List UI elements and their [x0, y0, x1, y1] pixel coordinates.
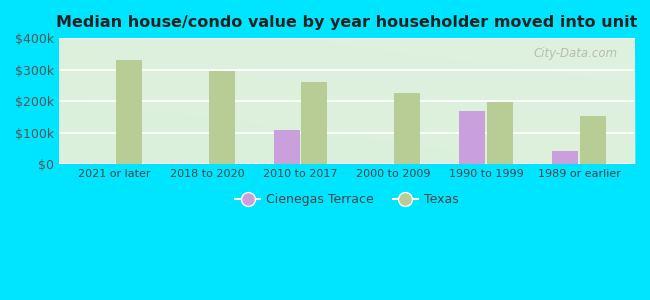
Bar [552, 151, 578, 164]
Bar [302, 82, 328, 164]
Legend: Cienegas Terrace, Texas: Cienegas Terrace, Texas [230, 188, 464, 211]
Bar [116, 60, 142, 164]
Bar [488, 102, 514, 164]
Text: City-Data.com: City-Data.com [534, 47, 618, 60]
Title: Median house/condo value by year householder moved into unit: Median house/condo value by year househo… [57, 15, 638, 30]
Bar [209, 71, 235, 164]
Bar [460, 111, 486, 164]
Bar [395, 93, 421, 164]
Bar [580, 116, 606, 164]
Bar [274, 130, 300, 164]
